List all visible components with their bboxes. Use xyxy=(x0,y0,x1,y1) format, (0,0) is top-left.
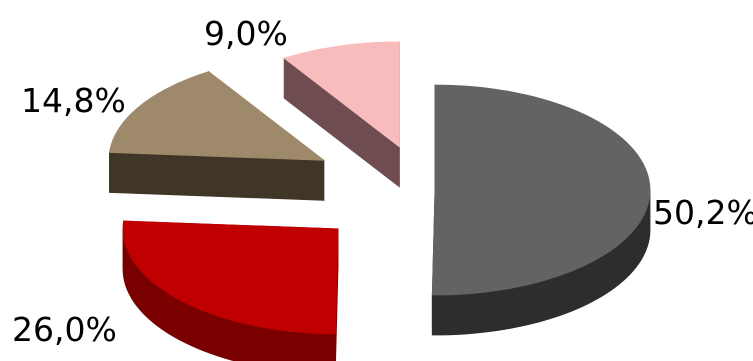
slice-top-face xyxy=(431,84,651,296)
slice-top-face xyxy=(108,71,326,161)
pie-slice-2 xyxy=(122,220,339,361)
slice-label-3: 14,8% xyxy=(21,81,126,120)
pie-slice-1 xyxy=(431,84,651,336)
slice-label-2: 26,0% xyxy=(12,310,117,349)
pie-slice-4 xyxy=(283,41,400,188)
slice-label-4: 9,0% xyxy=(204,14,288,53)
slice-top-face xyxy=(122,220,339,335)
slice-label-1: 50,2% xyxy=(653,193,753,232)
pie-slice-3 xyxy=(108,70,326,202)
pie-labels: 50,2% 26,0% 14,8% 9,0% xyxy=(12,14,753,349)
pie-slices xyxy=(108,41,651,361)
slice-top-face xyxy=(283,41,400,148)
